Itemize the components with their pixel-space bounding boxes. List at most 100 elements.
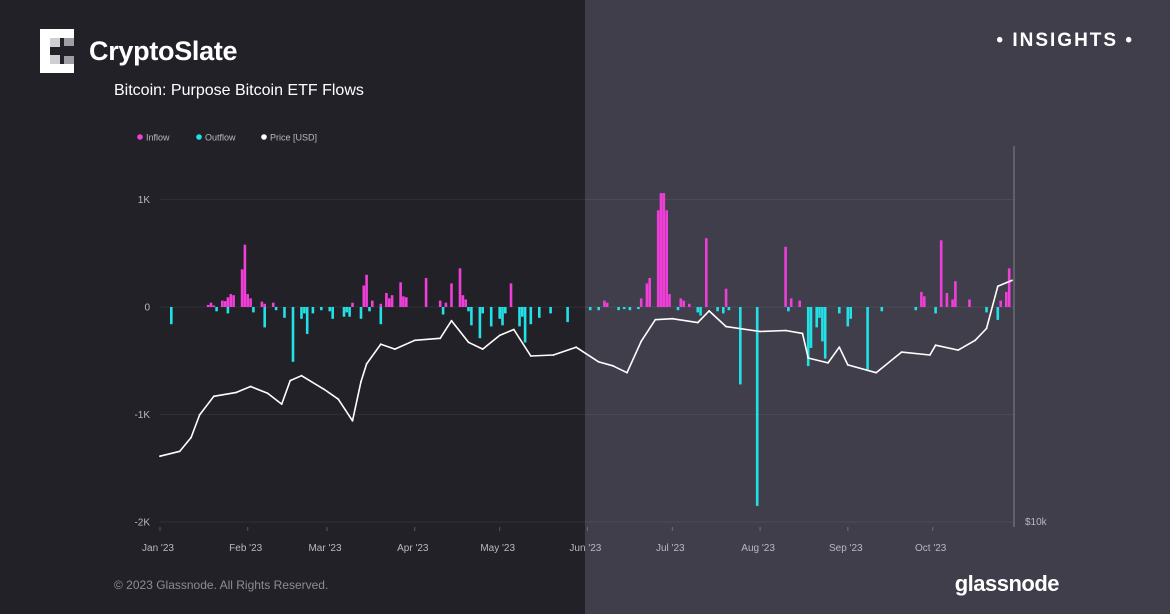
price-point-51 — [996, 285, 999, 288]
price-point-0 — [159, 455, 161, 458]
y-tick-label-2: -1K — [134, 410, 150, 421]
outflow-bar-45 — [699, 307, 702, 316]
outflow-bar-57 — [823, 307, 827, 359]
price-point-5 — [235, 391, 238, 394]
legend-label-0: Inflow — [146, 133, 170, 143]
outflow-bar-16 — [345, 307, 349, 313]
chart-axes: 1K 0 -1K -2K $10k Jan '23 Feb '23 Mar '23 Apr '2… — [134, 195, 1047, 554]
chart-bars — [170, 193, 1011, 506]
inflow-bar-16 — [362, 285, 366, 307]
chart-grid — [160, 146, 1015, 527]
price-point-34 — [696, 321, 699, 324]
inflow-bar-18 — [371, 300, 374, 307]
inflow-bar-23 — [399, 282, 402, 307]
outflow-bar-26 — [489, 307, 493, 327]
price-point-12 — [337, 398, 340, 401]
outflow-bar-40 — [622, 307, 626, 310]
outflow-bar-59 — [846, 307, 850, 327]
inflow-bar-56 — [951, 299, 954, 307]
copyright-text: © 2023 Glassnode. All Rights Reserved. — [114, 578, 329, 592]
inflow-bar-53 — [923, 296, 926, 308]
price-point-48 — [957, 349, 960, 351]
legend-label-1: Outflow — [205, 133, 236, 143]
price-point-6 — [249, 385, 252, 388]
outflow-bar-63 — [914, 307, 918, 311]
price-point-47 — [934, 344, 937, 347]
inflow-bar-33 — [509, 283, 513, 307]
inflow-bar-41 — [662, 193, 666, 307]
outflow-bar-49 — [739, 307, 742, 385]
outflow-bar-34 — [538, 307, 541, 318]
inflow-bar-2 — [212, 305, 216, 307]
price-point-21 — [467, 341, 470, 344]
x-tick-label-1: Feb '23 — [229, 543, 262, 554]
outflow-bar-48 — [727, 307, 731, 311]
outflow-bar-5 — [274, 307, 278, 311]
inflow-bar-27 — [438, 300, 442, 307]
glassnode-watermark: glassnode — [954, 571, 1060, 596]
outflow-bar-19 — [368, 307, 371, 312]
outflow-bar-46 — [716, 307, 719, 312]
price-point-37 — [759, 330, 761, 333]
outflow-bar-20 — [379, 307, 383, 325]
outflow-bar-22 — [467, 307, 470, 312]
inflow-bar-6 — [229, 294, 233, 307]
legend-marker-0 — [137, 134, 143, 140]
outflow-bar-65 — [985, 307, 988, 313]
outflow-bar-47 — [722, 307, 725, 314]
inflow-bar-49 — [784, 246, 787, 307]
inflow-bar-36 — [639, 298, 643, 307]
legend-label-2: Price [USD] — [270, 133, 317, 143]
price-point-9 — [289, 379, 292, 382]
outflow-bar-44 — [696, 307, 700, 313]
price-point-1 — [178, 450, 181, 453]
price-point-26 — [552, 354, 555, 356]
inflow-bar-35 — [605, 302, 609, 307]
inflow-bar-4 — [223, 301, 227, 307]
outflow-bar-33 — [529, 307, 533, 325]
price-point-36 — [725, 325, 727, 328]
outflow-bar-41 — [628, 307, 632, 311]
outflow-bar-24 — [478, 307, 482, 339]
price-point-15 — [365, 363, 368, 365]
outflow-bar-29 — [504, 307, 507, 314]
price-point-46 — [929, 354, 931, 356]
outflow-bar-15 — [342, 307, 346, 317]
price-point-27 — [575, 346, 577, 349]
inflow-bar-7 — [232, 295, 235, 307]
inflow-bar-13 — [263, 303, 266, 307]
x-tick-label-9: Oct '23 — [915, 543, 947, 554]
insights-label: • INSIGHTS • — [996, 30, 1134, 51]
outflow-bar-25 — [481, 307, 484, 314]
right-tick-label-0: $10k — [1025, 517, 1048, 528]
x-tick-label-7: Aug '23 — [741, 543, 775, 554]
outflow-bar-43 — [676, 307, 680, 311]
outflow-bar-2 — [226, 307, 230, 314]
inflow-bar-61 — [1007, 268, 1011, 307]
price-point-14 — [360, 380, 362, 383]
inflow-bar-40 — [659, 193, 663, 307]
outflow-bar-10 — [305, 307, 309, 334]
price-point-8 — [280, 403, 283, 405]
legend-marker-1 — [196, 134, 202, 140]
outflow-bar-31 — [521, 307, 524, 317]
price-point-7 — [266, 392, 269, 395]
inflow-bar-52 — [920, 291, 923, 307]
inflow-bar-3 — [221, 300, 224, 307]
outflow-bar-53 — [809, 307, 813, 348]
outflow-bar-7 — [291, 307, 295, 362]
inflow-bar-43 — [668, 294, 671, 307]
price-point-18 — [413, 339, 416, 342]
price-point-42 — [838, 346, 841, 349]
outflow-bar-54 — [815, 307, 818, 328]
outflow-bar-3 — [252, 307, 255, 313]
price-point-50 — [985, 327, 988, 330]
price-point-45 — [900, 351, 903, 353]
outflow-bar-18 — [359, 307, 363, 319]
x-tick-label-6: Jul '23 — [656, 543, 685, 554]
price-point-52 — [1011, 279, 1013, 282]
inflow-bar-28 — [444, 302, 448, 307]
outflow-bar-27 — [498, 307, 501, 319]
price-point-41 — [827, 362, 829, 364]
outflow-bar-62 — [880, 307, 884, 312]
